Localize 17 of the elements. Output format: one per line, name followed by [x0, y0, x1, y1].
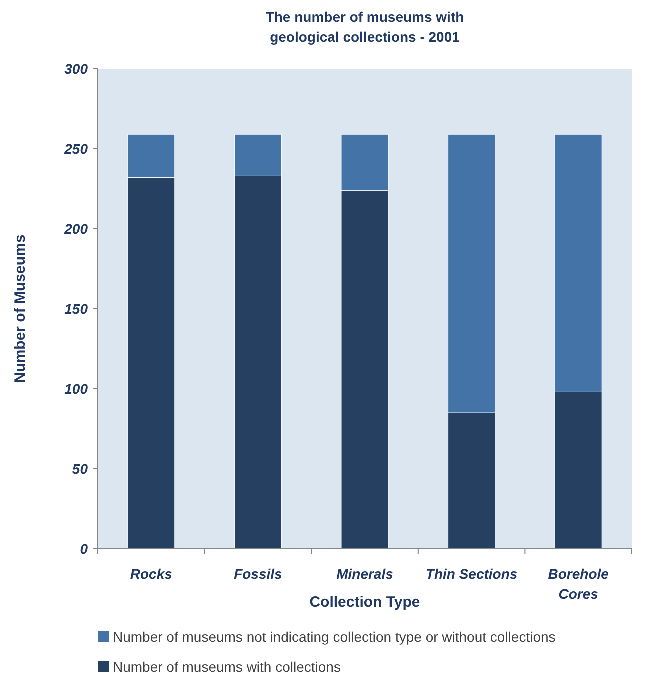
chart-title: The number of museums with geological collections - 2001	[266, 9, 464, 45]
x-tick-label: Minerals	[336, 566, 394, 582]
x-tick-label: Rocks	[130, 566, 173, 582]
y-tick-label: 50	[72, 460, 88, 477]
x-tick-label: Borehole Cores	[548, 566, 610, 602]
x-axis-title: Collection Type	[310, 594, 420, 611]
y-tick-label: 0	[80, 540, 88, 557]
x-tick-label: Thin Sections	[426, 566, 518, 582]
legend-label: Number of museums with collections	[113, 658, 341, 675]
legend-label: Number of museums not indicating collection type or without collections	[113, 628, 556, 645]
y-tick-label: 250	[64, 140, 88, 157]
y-tick-label: 200	[64, 220, 88, 237]
y-tick-label: 300	[64, 60, 88, 77]
y-tick-label: 100	[64, 380, 88, 397]
y-axis-title: Number of Museums	[12, 234, 29, 384]
y-tick-label: 150	[64, 300, 88, 317]
x-tick-label: Fossils	[234, 566, 283, 582]
